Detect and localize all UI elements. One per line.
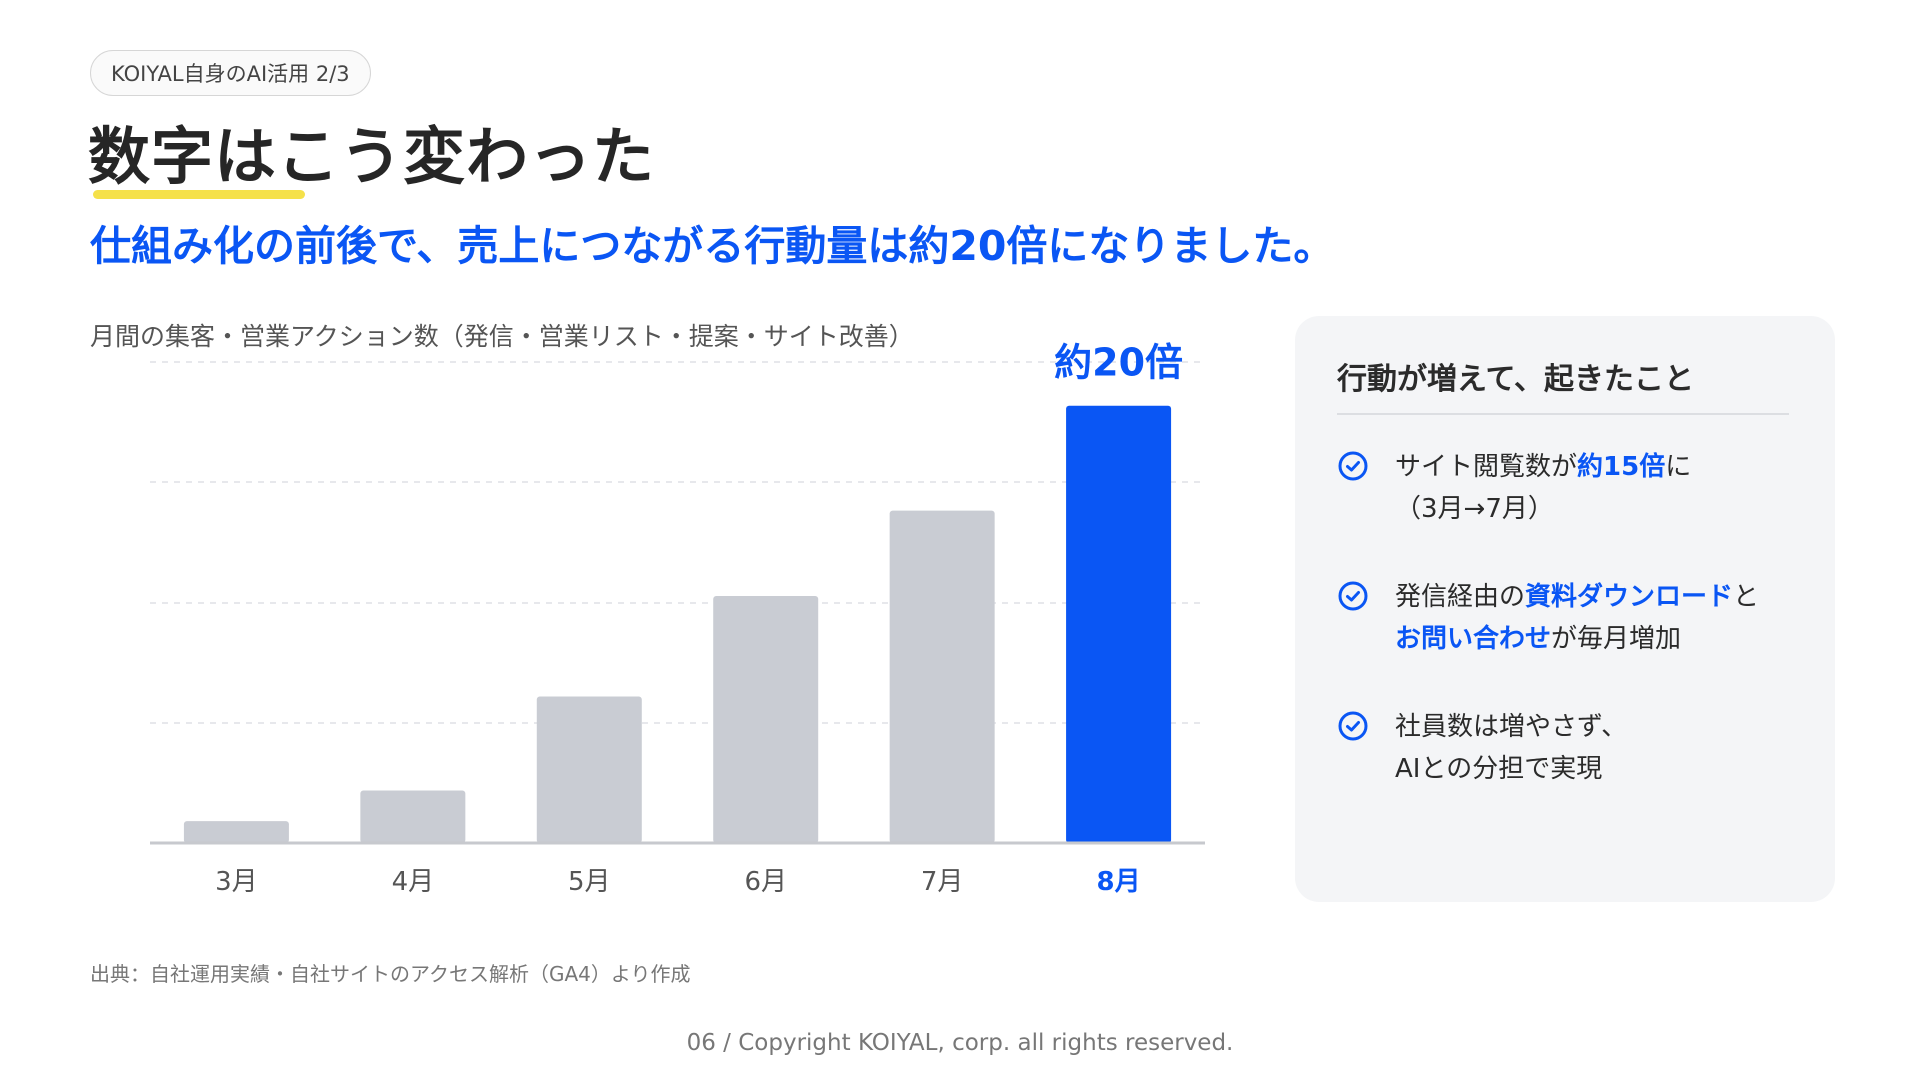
x-tick-label: 8月 xyxy=(1097,867,1141,897)
panel-item-line: 社員数は増やさず、 xyxy=(1395,706,1627,748)
panel-item-line: （3月→7月） xyxy=(1395,488,1691,530)
bar-annotation: 約20倍 xyxy=(1054,341,1183,385)
panel-item-text: 社員数は増やさず、 AIとの分担で実現 xyxy=(1395,706,1627,790)
highlight-text: 約15倍 xyxy=(1577,452,1666,482)
body-text: に xyxy=(1665,452,1692,482)
x-tick-label: 7月 xyxy=(921,867,964,897)
bar-7月 xyxy=(889,510,995,843)
x-tick-label: 6月 xyxy=(744,867,787,897)
panel-item-text: サイト閲覧数が約15倍に （3月→7月） xyxy=(1395,446,1691,530)
body-text: 社員数は増やさず、 xyxy=(1395,712,1628,742)
highlight-text: 資料ダウンロード xyxy=(1525,582,1734,612)
panel-item-line: AIとの分担で実現 xyxy=(1395,748,1627,790)
panel-divider xyxy=(1337,413,1789,415)
section-badge: KOIYAL自身のAI活用 2/3 xyxy=(90,50,371,96)
bar-8月 xyxy=(1066,405,1172,843)
x-tick-label: 3月 xyxy=(215,867,258,897)
x-tick-label: 5月 xyxy=(568,867,611,897)
bar-5月 xyxy=(536,696,642,843)
chart-heading: 月間の集客・営業アクション数（発信・営業リスト・提案・サイト改善） xyxy=(90,322,914,351)
results-panel: 行動が増えて、起きたこと サイト閲覧数が約15倍に （3月→7月） 発信経由の資料ダ… xyxy=(1295,316,1835,902)
panel-item-line: 発信経由の資料ダウンロードと xyxy=(1395,576,1759,618)
bar-3月 xyxy=(183,821,289,843)
body-text: と xyxy=(1733,582,1760,612)
bar-chart: 3月 4月 5月 6月 7月 8月 約20倍 xyxy=(150,341,1205,897)
check-circle-icon xyxy=(1337,580,1369,612)
page-subtitle: 仕組み化の前後で、売上につながる行動量は約20倍になりました。 xyxy=(90,222,1335,270)
bar-4月 xyxy=(360,790,466,843)
panel-item-line: お問い合わせが毎月増加 xyxy=(1395,618,1759,660)
body-text: 発信経由の xyxy=(1395,582,1526,612)
panel-item-line: サイト閲覧数が約15倍に xyxy=(1395,446,1691,488)
body-text: （3月→7月） xyxy=(1395,494,1554,524)
title-underline xyxy=(93,190,305,199)
x-tick-label: 4月 xyxy=(392,867,435,897)
body-text: サイト閲覧数が xyxy=(1395,452,1578,482)
body-text: AIとの分担で実現 xyxy=(1395,754,1603,784)
source-note: 出典：自社運用実績・自社サイトのアクセス解析（GA4）より作成 xyxy=(90,962,691,986)
body-text: が毎月増加 xyxy=(1551,624,1682,654)
check-circle-icon xyxy=(1337,710,1369,742)
panel-title: 行動が増えて、起きたこと xyxy=(1337,362,1694,397)
highlight-text: お問い合わせ xyxy=(1395,624,1552,654)
page-title: 数字はこう変わった xyxy=(88,120,656,193)
check-circle-icon xyxy=(1337,450,1369,482)
panel-item-text: 発信経由の資料ダウンロードと お問い合わせが毎月増加 xyxy=(1395,576,1759,660)
footer-copyright: 06 / Copyright KOIYAL, corp. all rights … xyxy=(686,1030,1234,1056)
bar-6月 xyxy=(713,595,819,843)
